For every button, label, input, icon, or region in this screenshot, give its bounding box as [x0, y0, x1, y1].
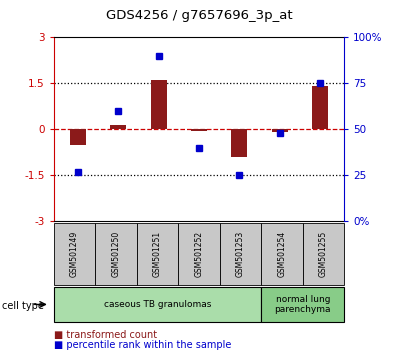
Text: cell type: cell type [2, 301, 44, 311]
Bar [191, 129, 207, 131]
Bar [110, 125, 126, 129]
Text: ■ transformed count: ■ transformed count [54, 330, 157, 339]
Text: GDS4256 / g7657696_3p_at: GDS4256 / g7657696_3p_at [106, 9, 292, 22]
Text: GSM501250: GSM501250 [111, 231, 121, 277]
Text: GSM501252: GSM501252 [195, 231, 203, 277]
Text: GSM501249: GSM501249 [70, 231, 79, 277]
Text: GSM501254: GSM501254 [277, 231, 287, 277]
Bar [70, 129, 86, 144]
Bar [312, 86, 328, 129]
Text: GSM501253: GSM501253 [236, 231, 245, 277]
Text: ■ percentile rank within the sample: ■ percentile rank within the sample [54, 340, 231, 350]
Bar [271, 129, 288, 132]
Text: GSM501255: GSM501255 [319, 231, 328, 277]
Bar [150, 80, 167, 129]
Text: caseous TB granulomas: caseous TB granulomas [104, 300, 211, 309]
Text: normal lung
parenchyma: normal lung parenchyma [275, 295, 331, 314]
Text: GSM501251: GSM501251 [153, 231, 162, 277]
Bar [231, 129, 248, 157]
